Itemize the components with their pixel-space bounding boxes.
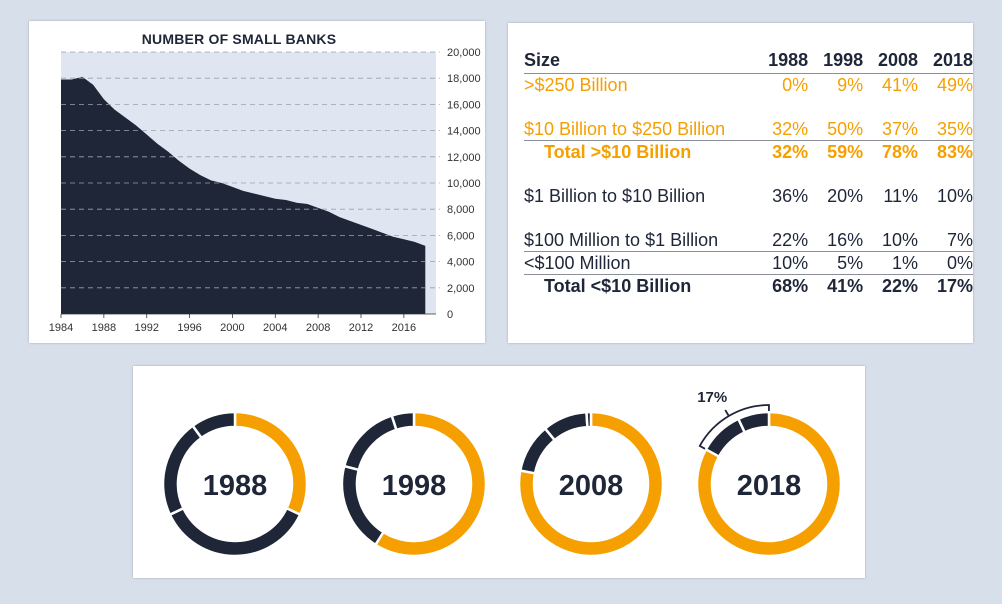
x-tick-label: 1992 — [134, 322, 158, 334]
cell-value: 35% — [918, 118, 973, 141]
column-header-1988: 1988 — [753, 49, 809, 74]
donut-center-label: 2018 — [737, 470, 802, 502]
donut-slice-1988-1 — [168, 506, 302, 558]
market-share-table: Size 1988 1998 2008 2018 >$250 Billion 0… — [524, 49, 973, 297]
chart-title: NUMBER OF SMALL BANKS — [141, 31, 337, 47]
table-row: $100 Million to $1 Billion 22% 16% 10% 7… — [524, 229, 973, 252]
cell-value: 16% — [808, 229, 864, 252]
x-tick-label: 1988 — [92, 322, 116, 334]
area-chart: 0 2,000 4,000 6,000 8,000 10,000 12,000 14,000 1… — [49, 47, 481, 334]
bracket-tick — [724, 409, 730, 417]
cell-value: 17% — [936, 276, 973, 296]
cell-value: 10% — [936, 186, 973, 206]
table-row: <$100 Million 10% 5% 1% 0% — [524, 251, 973, 275]
y-tick-label: 16,000 — [447, 99, 481, 111]
row-label: >$250 Billion — [524, 75, 628, 95]
y-tick-label: 2,000 — [447, 283, 475, 295]
donut-slice-1998-1 — [340, 464, 386, 547]
table-row-total: Total <$10 Billion 68% 41% 22% 17% — [524, 275, 973, 298]
y-tick-label: 10,000 — [447, 178, 481, 190]
market-share-table-panel: Size 1988 1998 2008 2018 >$250 Billion 0… — [508, 23, 973, 343]
x-tick-label: 2008 — [306, 322, 330, 334]
cell-value: 50% — [808, 118, 864, 141]
donut-charts-panel: 1988 1998 2008 2018 17% — [133, 366, 865, 578]
y-tick-label: 12,000 — [447, 152, 481, 164]
annotation-label: 17% — [697, 389, 727, 406]
cell-value: 0% — [918, 251, 973, 275]
donut-slice-1998-2 — [342, 413, 398, 472]
row-label: Total <$10 Billion — [544, 276, 692, 296]
cell-value: 32% — [753, 118, 809, 141]
table-row: $10 Billion to $250 Billion 32% 50% 37% … — [524, 118, 973, 141]
cell-value: 49% — [936, 75, 973, 95]
cell-value: 41% — [827, 276, 864, 296]
x-tick-label: 2016 — [392, 322, 416, 334]
cell-value: 37% — [863, 118, 919, 141]
y-tick-label: 6,000 — [447, 230, 475, 242]
row-label: $100 Million to $1 Billion — [524, 229, 754, 252]
y-tick-label: 4,000 — [447, 257, 475, 269]
row-label: $10 Billion to $250 Billion — [524, 118, 754, 141]
donut-slice-2018-2 — [736, 410, 771, 435]
cell-value: 0% — [782, 75, 809, 95]
donut-slice-2008-3 — [585, 410, 593, 429]
column-header-size: Size — [524, 49, 754, 74]
cell-value: 7% — [918, 229, 973, 252]
cell-value: 78% — [882, 142, 919, 162]
cell-value: 22% — [882, 276, 919, 296]
row-label: Total >$10 Billion — [544, 142, 692, 162]
table-row: >$250 Billion 0% 9% 41% 49% — [524, 74, 973, 97]
row-label: $1 Billion to $10 Billion — [524, 186, 706, 206]
donut-slice-2018-1 — [704, 417, 747, 459]
donut-slice-1988-2 — [161, 424, 204, 517]
x-tick-label: 1996 — [177, 322, 201, 334]
cell-value: 68% — [772, 276, 809, 296]
spacer-row — [524, 163, 973, 185]
table-row: $1 Billion to $10 Billion 36% 20% 11% 10… — [524, 185, 973, 207]
x-tick-label: 2012 — [349, 322, 373, 334]
x-tick-label: 1984 — [49, 322, 73, 334]
cell-value: 32% — [772, 142, 809, 162]
cell-value: 5% — [808, 251, 864, 275]
donut-center-label: 1998 — [382, 470, 447, 502]
column-header-2008: 2008 — [863, 49, 919, 74]
spacer-row — [524, 96, 973, 118]
y-tick-label: 20,000 — [447, 47, 481, 59]
cell-value: 1% — [863, 251, 919, 275]
donut-slice-2018-0 — [695, 410, 843, 558]
y-tick-label: 14,000 — [447, 126, 481, 138]
cell-value: 41% — [882, 75, 919, 95]
spacer-row — [524, 207, 973, 229]
donut-center-label: 2008 — [559, 470, 624, 502]
donut-slice-2008-0 — [517, 410, 665, 558]
donut-center-label: 1988 — [203, 470, 268, 502]
cell-value: 36% — [772, 186, 809, 206]
donut-slice-2008-2 — [543, 410, 589, 442]
cell-value: 20% — [827, 186, 864, 206]
donut-charts: 1988 1998 2008 2018 17% — [161, 389, 843, 558]
cell-value: 59% — [827, 142, 864, 162]
x-tick-label: 2004 — [263, 322, 287, 334]
cell-value: 9% — [837, 75, 864, 95]
small-banks-area — [61, 76, 426, 315]
table-row-total: Total >$10 Billion 32% 59% 78% 83% — [524, 141, 973, 164]
y-tick-label: 0 — [447, 309, 453, 321]
cell-value: 11% — [883, 186, 919, 206]
x-tick-label: 2000 — [220, 322, 244, 334]
row-label: <$100 Million — [524, 251, 754, 275]
bank-count-chart-panel: NUMBER OF SMALL BANKS 0 2,000 4,000 6,000 8,… — [29, 21, 485, 343]
cell-value: 22% — [753, 229, 809, 252]
cell-value: 10% — [863, 229, 919, 252]
column-header-2018: 2018 — [918, 49, 973, 74]
donut-slice-1998-3 — [390, 410, 416, 432]
y-tick-label: 8,000 — [447, 204, 475, 216]
cell-value: 83% — [936, 142, 973, 162]
cell-value: 10% — [753, 251, 809, 275]
y-tick-label: 18,000 — [447, 73, 481, 85]
bracket-annotation — [698, 404, 770, 450]
donut-slice-1988-3 — [190, 410, 237, 440]
column-header-1998: 1998 — [808, 49, 864, 74]
table-header-row: Size 1988 1998 2008 2018 — [524, 49, 973, 74]
